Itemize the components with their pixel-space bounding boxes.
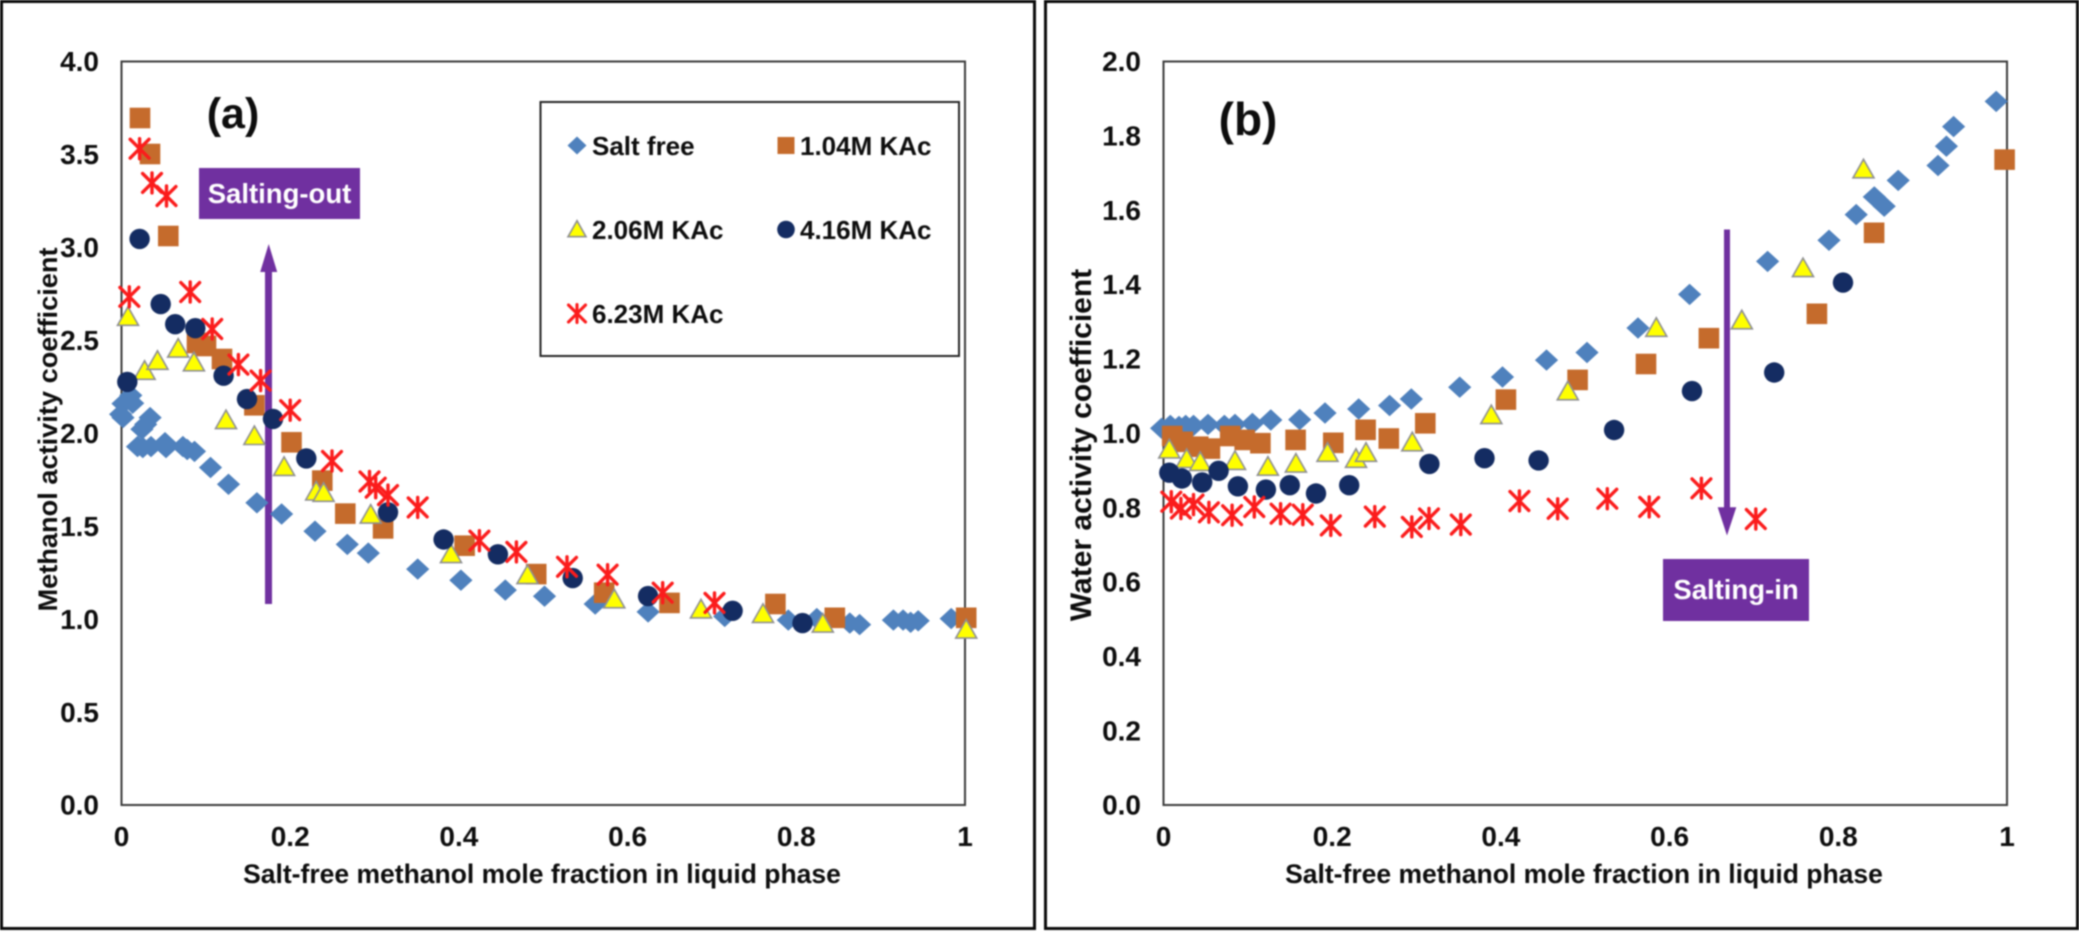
svg-text:0: 0: [114, 821, 130, 852]
svg-text:0.6: 0.6: [1650, 821, 1689, 852]
svg-text:Salt-free methanol mole fracti: Salt-free methanol mole fraction in liqu…: [243, 859, 841, 889]
svg-text:0.5: 0.5: [60, 697, 99, 728]
svg-text:0.0: 0.0: [60, 790, 99, 821]
svg-text:Methanol activity coefficient: Methanol activity coefficient: [32, 247, 63, 611]
svg-text:1.0: 1.0: [60, 604, 99, 635]
svg-text:3.5: 3.5: [60, 139, 99, 170]
svg-text:0.6: 0.6: [1102, 567, 1141, 598]
svg-text:0.2: 0.2: [271, 821, 310, 852]
svg-text:0.8: 0.8: [1102, 492, 1141, 523]
svg-text:4.0: 4.0: [60, 46, 99, 77]
svg-text:1.5: 1.5: [60, 511, 99, 542]
svg-text:1: 1: [957, 821, 973, 852]
svg-text:Salt-free methanol mole fracti: Salt-free methanol mole fraction in liqu…: [1285, 859, 1883, 889]
svg-text:Salting-out: Salting-out: [208, 178, 352, 209]
svg-text:0.4: 0.4: [1102, 641, 1141, 672]
svg-text:0: 0: [1156, 821, 1172, 852]
svg-text:1.04M KAc: 1.04M KAc: [800, 131, 932, 161]
svg-text:0.2: 0.2: [1313, 821, 1352, 852]
svg-text:0.8: 0.8: [777, 821, 816, 852]
svg-text:4.16M KAc: 4.16M KAc: [800, 215, 932, 245]
svg-text:0.8: 0.8: [1819, 821, 1858, 852]
svg-text:2.0: 2.0: [1102, 46, 1141, 77]
svg-text:Salt free: Salt free: [592, 131, 695, 161]
svg-text:1: 1: [1999, 821, 2015, 852]
svg-text:1.2: 1.2: [1102, 344, 1141, 375]
svg-text:6.23M KAc: 6.23M KAc: [592, 299, 724, 329]
svg-text:3.0: 3.0: [60, 232, 99, 263]
svg-text:Water activity coefficient: Water activity coefficient: [1065, 269, 1098, 621]
svg-text:Salting-in: Salting-in: [1673, 574, 1798, 605]
svg-text:(b): (b): [1219, 93, 1278, 145]
svg-text:2.0: 2.0: [60, 418, 99, 449]
svg-text:0.4: 0.4: [439, 821, 478, 852]
svg-text:0.4: 0.4: [1481, 821, 1520, 852]
svg-text:2.06M KAc: 2.06M KAc: [592, 215, 724, 245]
svg-text:1.8: 1.8: [1102, 121, 1141, 152]
svg-text:0.6: 0.6: [608, 821, 647, 852]
svg-text:2.5: 2.5: [60, 325, 99, 356]
svg-text:0.0: 0.0: [1102, 790, 1141, 821]
svg-text:0.2: 0.2: [1102, 715, 1141, 746]
svg-text:(a): (a): [207, 90, 260, 138]
svg-text:1.6: 1.6: [1102, 195, 1141, 226]
svg-text:1.0: 1.0: [1102, 418, 1141, 449]
svg-text:1.4: 1.4: [1102, 269, 1141, 300]
